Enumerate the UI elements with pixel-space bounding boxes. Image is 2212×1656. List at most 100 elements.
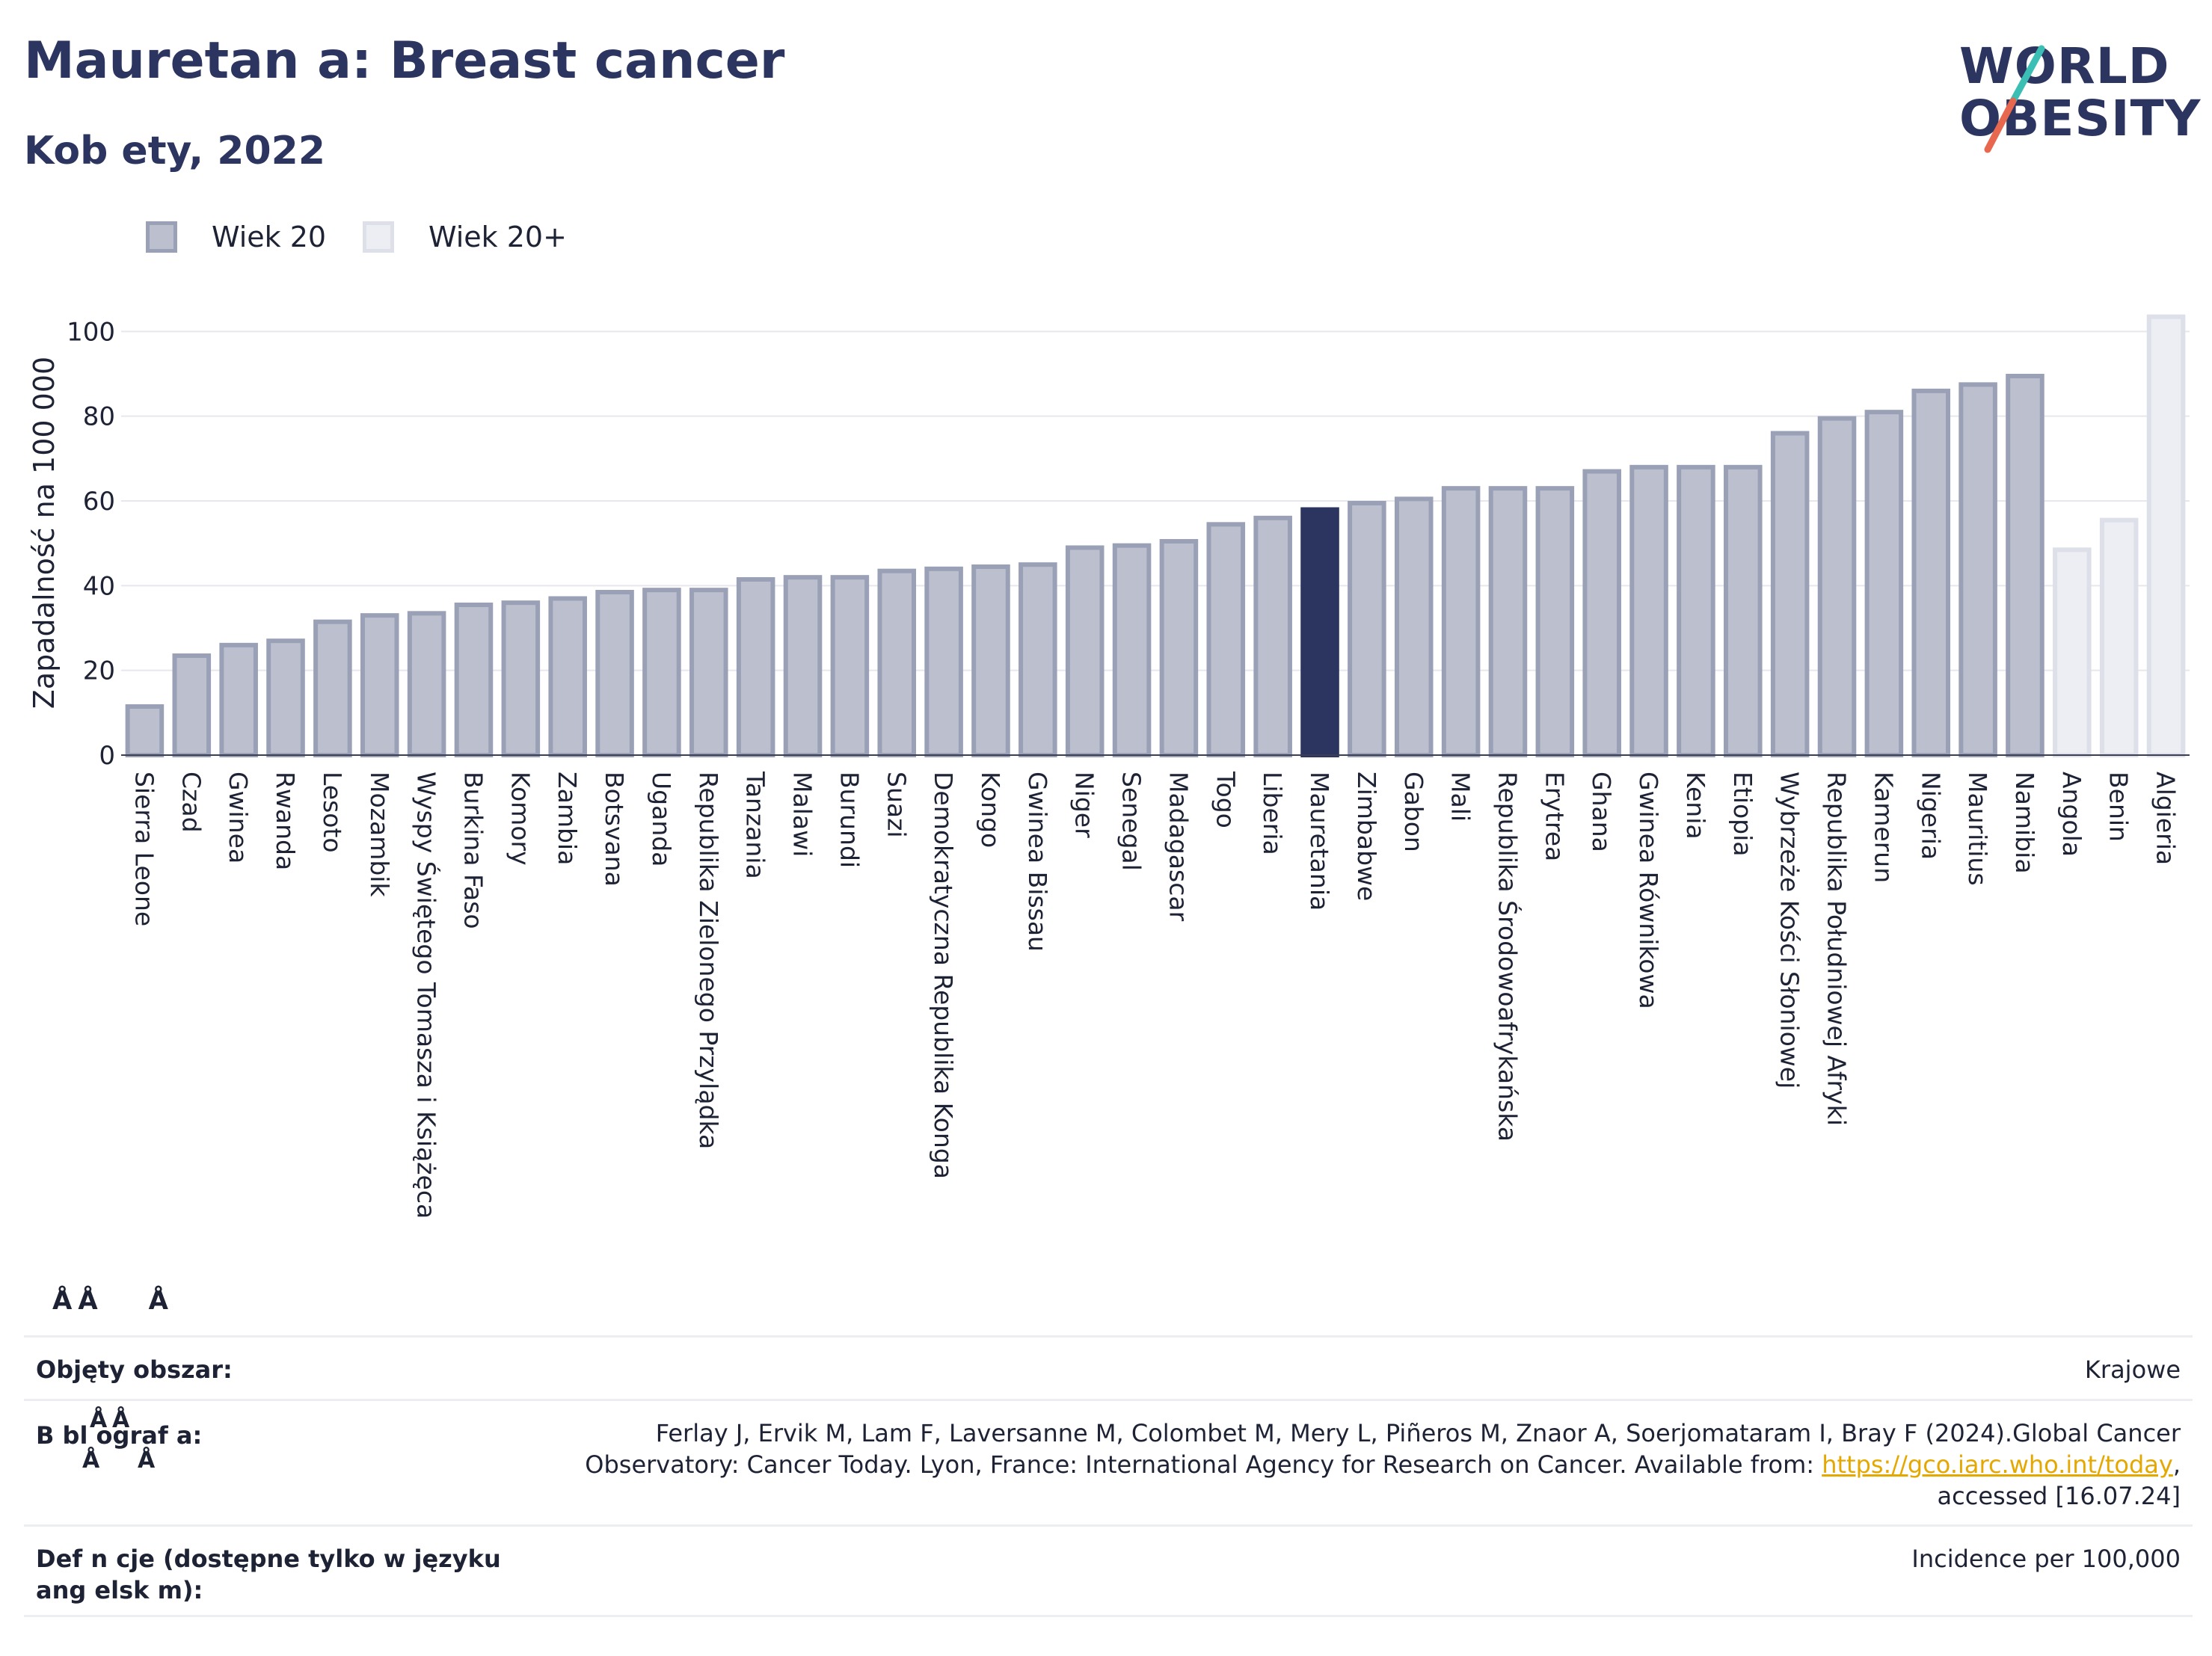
stray-mark: Å [52, 1286, 79, 1316]
definitions-label: Def n cje (dostępne tylko w języku ang e… [36, 1543, 501, 1606]
x-tick-label: Czad [176, 772, 206, 833]
bar [2053, 547, 2092, 757]
page-subtitle: Kob ety, 2022 [24, 129, 325, 173]
logo-slash-icon [1984, 45, 2045, 153]
bar [689, 588, 728, 758]
logo-text-obesity: OBESITY [1959, 90, 2202, 147]
bar [877, 568, 917, 758]
bar [1770, 431, 1810, 757]
bar [266, 638, 305, 758]
bar [736, 577, 775, 757]
bar [1159, 539, 1199, 757]
bar [219, 642, 258, 757]
x-tick-label: Kamerun [1869, 772, 1898, 883]
x-tick-label: Republika Zielonego Przylądka [694, 772, 723, 1149]
x-tick-label: Algieria [2151, 772, 2181, 865]
x-tick-label: Senegal [1117, 772, 1146, 871]
bar [642, 588, 681, 758]
x-tick-label: Zimbabwe [1352, 772, 1381, 901]
x-tick-label: Burundi [835, 772, 864, 868]
y-tick-label: 20 [83, 656, 115, 686]
definitions-label-line-2: ang elsk m): [36, 1576, 203, 1604]
x-tick-label: Uganda [647, 772, 676, 867]
x-tick-label: Gwinea Równikowa [1634, 772, 1663, 1009]
bibliography-text: Ferlay J, Ervik M, Lam F, Laversanne M, … [585, 1418, 2181, 1512]
x-tick-label: Liberia [1258, 772, 1287, 855]
bar [1817, 416, 1857, 758]
stray-mark: Å [112, 1407, 130, 1433]
info-row-bibliography: B bl ograf a: Å Å Å Å Ferlay J, Ervik M,… [24, 1399, 2193, 1524]
y-axis-title: Zapadalność na 100 000 [28, 357, 61, 709]
bibliography-line-1: Ferlay J, Ervik M, Lam F, Laversanne M, … [655, 1419, 2181, 1447]
stray-mark: Å [78, 1286, 104, 1316]
x-tick-label: Ghana [1587, 772, 1616, 852]
bar [1206, 522, 1246, 757]
bar [501, 600, 541, 758]
x-tick-label: Mali [1446, 772, 1475, 822]
bibliography-line-2: Observatory: Cancer Today. Lyon, France:… [585, 1449, 2181, 1480]
bar [2099, 517, 2139, 758]
x-tick-label: Kenia [1681, 772, 1710, 840]
x-tick-label: Malawi [788, 772, 817, 857]
stray-mark: Å [82, 1447, 100, 1474]
bar [125, 704, 165, 757]
bar [313, 619, 352, 758]
x-tick-label: Gwinea Bissau [1023, 772, 1052, 952]
x-tick-label: Benin [2104, 772, 2133, 842]
legend-swatch [363, 221, 394, 253]
legend-item-wiek-20-plus[interactable]: Wiek 20+ [363, 221, 567, 253]
x-tick-label: Sierra Leone [129, 772, 159, 926]
bar [595, 590, 634, 757]
bar [548, 596, 587, 757]
bar [360, 613, 399, 758]
x-tick-label: Kongo [976, 772, 1005, 848]
x-tick-label: Republika Środowoafrykańska [1493, 772, 1523, 1142]
page-title: Mauretan a: Breast cancer [24, 31, 785, 90]
stray-mark: Å [148, 1286, 174, 1316]
bar [2006, 374, 2044, 757]
bar [1019, 562, 1057, 758]
bar [1112, 543, 1152, 758]
bar [1488, 486, 1528, 758]
coverage-value: Krajowe [2084, 1355, 2181, 1384]
bar [1394, 496, 1434, 757]
bar [1441, 486, 1481, 758]
x-tick-label: Suazi [882, 772, 911, 838]
bar [1535, 486, 1575, 758]
info-row-definitions: Def n cje (dostępne tylko w języku ang e… [24, 1524, 2193, 1615]
bar [1065, 545, 1105, 757]
x-tick-label: Rwanda [271, 772, 300, 870]
x-tick-label: Botsvana [600, 772, 629, 887]
x-tick-label: Demokratyczna Republika Konga [929, 772, 958, 1179]
bar [830, 575, 870, 758]
y-tick-label: 0 [99, 741, 115, 771]
bibliography-line-2-text: Observatory: Cancer Today. Lyon, France:… [585, 1450, 1822, 1479]
bar [971, 564, 1010, 757]
legend-item-wiek-20[interactable]: Wiek 20 [146, 221, 326, 253]
bar [1348, 501, 1386, 757]
y-tick-label: 60 [83, 487, 115, 517]
coverage-label: Objęty obszar: [36, 1355, 233, 1384]
y-tick-label: 80 [83, 402, 115, 432]
bar [1958, 382, 1997, 757]
x-tick-label: Angola [2057, 772, 2086, 857]
x-tick-label: Wybrzeże Kości Słoniowej [1775, 772, 1804, 1089]
bar [1629, 464, 1668, 757]
x-tick-label: Etiopia [1728, 772, 1757, 857]
bar [924, 566, 963, 757]
x-tick-label: Komory [506, 772, 535, 866]
logo-text-world: WORLD [1959, 37, 2170, 95]
bar [454, 603, 494, 757]
bibliography-link[interactable]: https://gco.iarc.who.int/today [1822, 1450, 2173, 1479]
legend-label: Wiek 20 [212, 221, 327, 253]
legend-swatch [146, 221, 177, 253]
info-row-coverage: Objęty obszar: Krajowe [24, 1335, 2193, 1399]
x-tick-label: Namibia [2010, 772, 2039, 874]
x-tick-label: Republika Południowej Afryki [1822, 772, 1852, 1126]
definitions-label-line-1: Def n cje (dostępne tylko w języku [36, 1545, 501, 1573]
bar [2146, 314, 2186, 757]
bibliography-line-3: accessed [16.07.24] [1937, 1482, 2181, 1510]
stray-mark: Å [138, 1447, 156, 1474]
bar [1300, 507, 1339, 757]
